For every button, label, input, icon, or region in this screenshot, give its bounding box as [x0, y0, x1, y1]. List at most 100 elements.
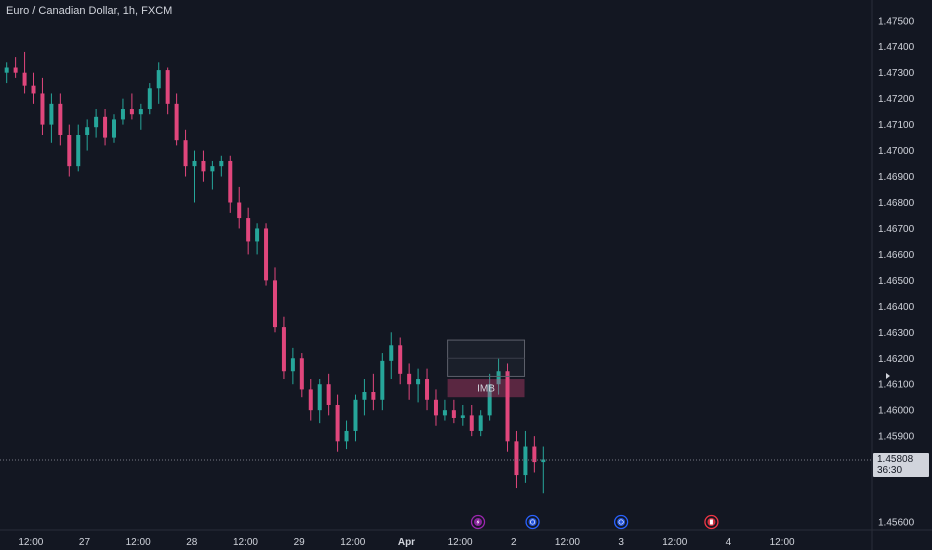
candle-body[interactable] [451, 410, 456, 418]
price-tick-label: 1.47300 [878, 68, 915, 79]
price-tick-label: 1.47000 [878, 146, 915, 157]
scale-arrow-icon[interactable] [886, 373, 890, 379]
candle-body[interactable] [255, 228, 260, 242]
candle-body[interactable] [31, 85, 36, 94]
candle-body[interactable] [174, 103, 179, 141]
candle-body[interactable] [210, 166, 215, 172]
price-tick-label: 1.46800 [878, 198, 915, 209]
price-tick-label: 1.46300 [878, 328, 915, 339]
candle-body[interactable] [353, 399, 358, 431]
candle-body[interactable] [460, 415, 465, 418]
candle-body[interactable] [22, 72, 27, 86]
candle-body[interactable] [103, 116, 108, 138]
candle-body[interactable] [237, 202, 242, 219]
price-tick-label: 1.46700 [878, 224, 915, 235]
price-tick-label: 1.45600 [878, 517, 915, 528]
candle-body[interactable] [228, 160, 233, 203]
candle-body[interactable] [523, 446, 528, 476]
price-tick-label: 1.47500 [878, 16, 915, 27]
candle-body[interactable] [272, 280, 277, 328]
candle-body[interactable] [165, 70, 170, 104]
price-tick-label: 1.46900 [878, 172, 915, 183]
candle-body[interactable] [85, 127, 90, 135]
time-tick-label: 12:00 [662, 537, 687, 548]
candle-body[interactable] [380, 360, 385, 400]
time-tick-label: 29 [294, 537, 306, 548]
globe-icon[interactable] [613, 514, 629, 530]
candle-body[interactable] [290, 358, 295, 372]
time-axis[interactable]: 12:00 27 12:00 28 12:00 29 12:00 Apr 12:00 2 12:00… [18, 537, 795, 548]
candle-body[interactable] [156, 70, 161, 89]
candle-body[interactable] [112, 119, 117, 138]
candle-body[interactable] [299, 358, 304, 390]
candle-body[interactable] [49, 103, 54, 125]
candle-body[interactable] [201, 160, 206, 172]
price-tick-label: 1.45900 [878, 432, 915, 443]
time-tick-label: 4 [726, 537, 732, 548]
candle-body[interactable] [416, 379, 421, 385]
candle-body[interactable] [514, 441, 519, 476]
candle-body[interactable] [67, 134, 72, 167]
candle-body[interactable] [398, 345, 403, 374]
price-tick-label: 1.46600 [878, 250, 915, 261]
candle-body[interactable] [13, 67, 18, 73]
candle-body[interactable] [407, 373, 412, 385]
candles-layer [0, 51, 872, 494]
globe-icon[interactable] [525, 514, 540, 530]
candle-body[interactable] [4, 67, 9, 73]
candle-body[interactable] [120, 109, 125, 120]
time-tick-label: 12:00 [233, 537, 258, 548]
time-tick-label: Apr [398, 537, 415, 548]
candle-body[interactable] [58, 103, 63, 135]
price-tick-label: 1.46200 [878, 354, 915, 365]
candle-body[interactable] [138, 109, 143, 115]
candle-body[interactable] [264, 228, 269, 281]
time-tick-label: 27 [79, 537, 91, 548]
lightning-icon[interactable] [470, 514, 486, 530]
candle-body[interactable] [532, 446, 537, 463]
candle-body[interactable] [344, 430, 349, 442]
zones-layer: IMB [447, 339, 526, 398]
candle-body[interactable] [469, 415, 474, 431]
candle-body[interactable] [505, 371, 510, 442]
candle-body[interactable] [317, 384, 322, 411]
candle-body[interactable] [371, 392, 376, 400]
price-tick-label: 1.46100 [878, 380, 915, 391]
price-tick-label: 1.46000 [878, 406, 915, 417]
events-layer[interactable] [470, 514, 719, 530]
candle-body[interactable] [326, 384, 331, 405]
candle-body[interactable] [496, 371, 501, 385]
candle-body[interactable] [442, 410, 447, 416]
time-tick-label: 2 [511, 537, 517, 548]
time-tick-label: 12:00 [555, 537, 580, 548]
candle-body[interactable] [362, 392, 367, 400]
candle-body[interactable] [389, 345, 394, 361]
candle-body[interactable] [487, 384, 492, 416]
time-tick-label: 12:00 [448, 537, 473, 548]
candle-body[interactable] [246, 218, 251, 242]
candle-body[interactable] [433, 399, 438, 416]
candle-body[interactable] [147, 88, 152, 110]
time-tick-label: 12:00 [18, 537, 43, 548]
candle-body[interactable] [541, 459, 546, 463]
candle-body[interactable] [129, 109, 134, 115]
candle-body[interactable] [94, 116, 99, 128]
imb-label: IMB [477, 384, 495, 395]
time-tick-label: 12:00 [126, 537, 151, 548]
price-tick-label: 1.46400 [878, 302, 915, 313]
candle-body[interactable] [219, 160, 224, 167]
candle-body[interactable] [478, 415, 483, 431]
candle-body[interactable] [335, 404, 340, 442]
candle-body[interactable] [425, 379, 430, 400]
candle-body[interactable] [192, 160, 197, 167]
candle-body[interactable] [308, 389, 313, 411]
candle-body[interactable] [40, 93, 45, 125]
candle-body[interactable] [281, 327, 286, 372]
imb-zone[interactable] [447, 379, 525, 398]
candle-body[interactable] [183, 140, 188, 167]
price-tick-label: 1.46500 [878, 276, 915, 287]
candle-body[interactable] [76, 134, 81, 167]
canada-flag-icon[interactable] [704, 514, 719, 530]
